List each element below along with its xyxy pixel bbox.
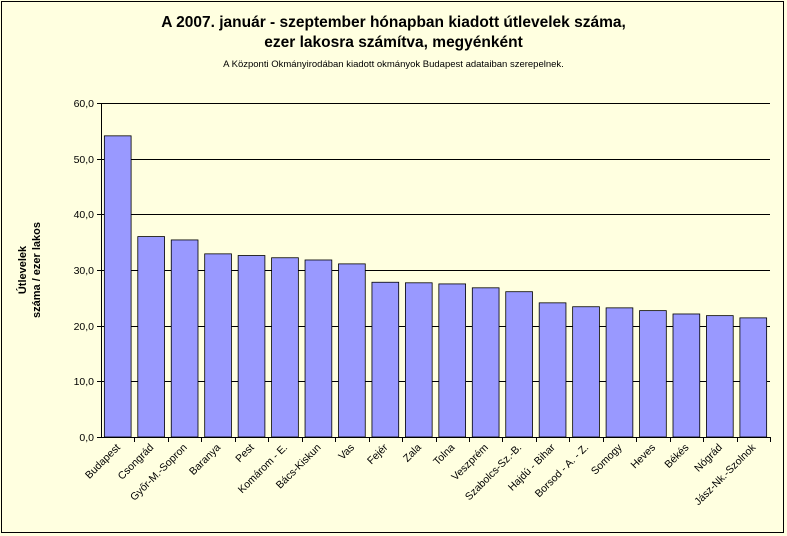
x-tick-label: Vas: [336, 442, 357, 463]
x-tick-label: Jász-Nk.-Szolnok: [692, 441, 759, 508]
bar: [338, 263, 366, 438]
bar: [137, 236, 165, 438]
x-tick-label: Baranya: [187, 442, 223, 478]
bar: [404, 282, 433, 438]
bar: [572, 306, 600, 438]
y-tick-label: 20,0: [74, 321, 95, 333]
x-tick-label: Zala: [401, 442, 424, 465]
bar: [739, 317, 768, 438]
x-ticks: [134, 437, 771, 442]
x-tick-label: Nógrád: [692, 442, 725, 475]
y-axis-label-line1: Útlevelek: [16, 245, 29, 294]
x-tick-label: Békés: [662, 442, 691, 471]
bar: [639, 310, 667, 438]
y-tick-label: 60,0: [74, 98, 95, 110]
bar: [304, 259, 333, 438]
bar: [706, 315, 734, 438]
chart-title-line2: ezer lakosra számítva, megyénként: [264, 34, 523, 51]
y-axis-label-line2: száma / ezer lakos: [31, 222, 43, 318]
bar: [271, 257, 299, 438]
chart-title-line1: A 2007. január - szeptember hónapban kia…: [161, 14, 626, 31]
bar: [237, 255, 266, 438]
bar: [672, 313, 701, 438]
bars: [103, 135, 768, 438]
x-tick-label: Somogy: [589, 441, 625, 477]
bar: [170, 239, 199, 438]
y-tick-label: 40,0: [74, 209, 95, 221]
y-tick-label: 50,0: [74, 154, 95, 166]
chart-subtitle: A Központi Okmányirodában kiadott okmány…: [223, 59, 564, 70]
bar: [371, 281, 400, 438]
y-tick-label: 10,0: [74, 376, 95, 388]
x-tick-label: Heves: [629, 442, 659, 472]
bar: [471, 287, 500, 438]
bar: [538, 302, 567, 438]
x-tick-label: Pest: [233, 442, 256, 465]
y-tick-label: 0,0: [79, 432, 94, 444]
bar: [103, 135, 132, 438]
bar: [605, 307, 634, 438]
y-tick-labels: 0,0 10,0 20,0 30,0 40,0 50,0 60,0: [74, 98, 95, 444]
y-tick-label: 30,0: [74, 265, 95, 277]
bar: [204, 253, 232, 438]
bar: [505, 291, 533, 438]
x-tick-label: Fejér: [365, 441, 391, 467]
chart-title: A 2007. január - szeptember hónapban kia…: [0, 13, 787, 53]
bar: [438, 283, 467, 438]
axes: [101, 103, 770, 438]
x-tick-label: Tolna: [431, 442, 457, 468]
